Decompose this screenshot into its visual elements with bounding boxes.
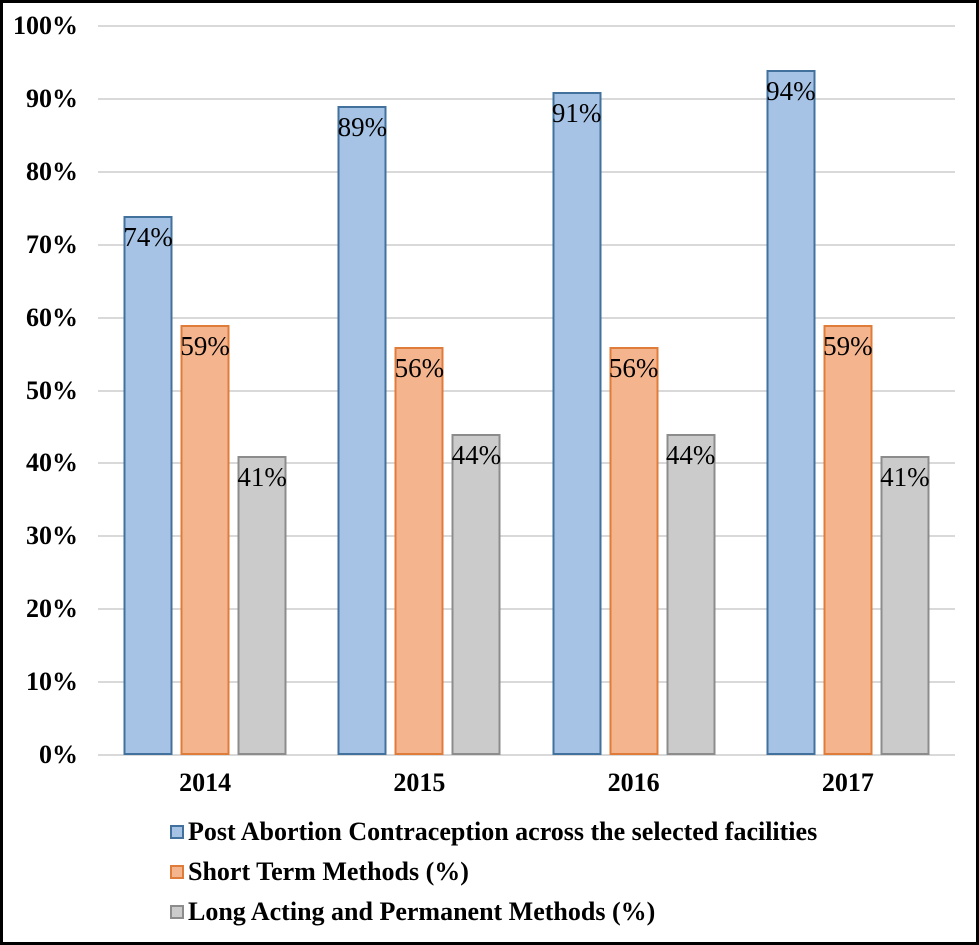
gridline xyxy=(98,25,955,27)
bar-series2-2016: 56% xyxy=(608,346,659,755)
bar-series1-2016: 91% xyxy=(551,91,602,755)
bar-series3-2017: 41% xyxy=(880,456,930,755)
x-axis-label: 2017 xyxy=(821,768,874,797)
y-axis-label: 30% xyxy=(26,521,78,551)
bar-value-label: 59% xyxy=(180,330,230,361)
gridline xyxy=(98,316,955,319)
y-axis-label: 10% xyxy=(26,667,78,697)
gridline xyxy=(98,97,955,100)
gridline xyxy=(98,389,955,392)
legend-swatch-icon xyxy=(170,865,184,879)
legend-item: Short Term Methods (%) xyxy=(170,852,817,892)
gridline xyxy=(98,608,955,611)
bar-value-label: 56% xyxy=(394,352,445,383)
x-axis-label: 2014 xyxy=(179,768,232,797)
legend: Post Abortion Contraception across the s… xyxy=(170,812,817,932)
legend-label: Post Abortion Contraception across the s… xyxy=(188,817,818,846)
gridline xyxy=(98,462,955,465)
bar-series3-2015: 44% xyxy=(452,434,501,755)
y-axis-label: 90% xyxy=(26,83,78,113)
legend-label: Short Term Methods (%) xyxy=(188,857,469,886)
bar-series1-2014: 74% xyxy=(123,215,173,755)
bar-value-label: 56% xyxy=(608,352,659,383)
y-axis-label: 60% xyxy=(26,302,78,332)
bar-value-label: 91% xyxy=(551,97,602,128)
bar-value-label: 74% xyxy=(123,221,173,252)
y-axis-label: 70% xyxy=(26,229,78,259)
bar-series3-2016: 44% xyxy=(666,434,715,755)
y-axis-label: 0% xyxy=(39,740,78,769)
legend-swatch-icon xyxy=(170,905,184,919)
bar-series2-2017: 59% xyxy=(823,324,873,755)
bar-value-label: 44% xyxy=(451,440,502,471)
bar-value-label: 94% xyxy=(766,75,816,106)
plot-area: 74% 59% 41% 89% 56% 44% 91% 56% 44% 94% 59% 41% xyxy=(98,25,955,756)
bar-group-2016: 91% 56% 44% xyxy=(552,26,715,755)
x-axis-label: 2016 xyxy=(607,768,660,797)
bar-value-label: 59% xyxy=(823,330,873,361)
gridline xyxy=(98,681,955,684)
legend-item: Long Acting and Permanent Methods (%) xyxy=(170,892,817,932)
bar-group-2014: 74% 59% 41% xyxy=(123,26,287,755)
bar-series2-2014: 59% xyxy=(180,324,230,755)
bar-value-label: 41% xyxy=(237,462,287,493)
x-axis-label: 2015 xyxy=(393,768,446,797)
bar-series2-2015: 56% xyxy=(394,346,445,755)
y-axis-label: 50% xyxy=(26,375,78,405)
bar-group-2015: 89% 56% 44% xyxy=(338,26,501,755)
y-axis-label: 100% xyxy=(13,11,78,40)
bar-series1-2017: 94% xyxy=(766,69,816,755)
gridline xyxy=(98,243,955,246)
legend-item: Post Abortion Contraception across the s… xyxy=(170,812,817,852)
gridline xyxy=(98,754,955,756)
legend-swatch-icon xyxy=(170,825,184,839)
bar-value-label: 44% xyxy=(665,440,716,471)
gridline xyxy=(98,535,955,538)
y-axis-label: 20% xyxy=(26,594,78,624)
legend-label: Long Acting and Permanent Methods (%) xyxy=(188,897,656,926)
y-axis-label: 40% xyxy=(26,448,78,478)
bar-series1-2015: 89% xyxy=(338,106,387,755)
gridline xyxy=(98,170,955,173)
bar-series3-2014: 41% xyxy=(237,456,287,755)
bar-value-label: 41% xyxy=(880,462,930,493)
bar-group-2017: 94% 59% 41% xyxy=(766,26,930,755)
bar-value-label: 89% xyxy=(337,112,388,143)
y-axis-label: 80% xyxy=(26,156,78,186)
